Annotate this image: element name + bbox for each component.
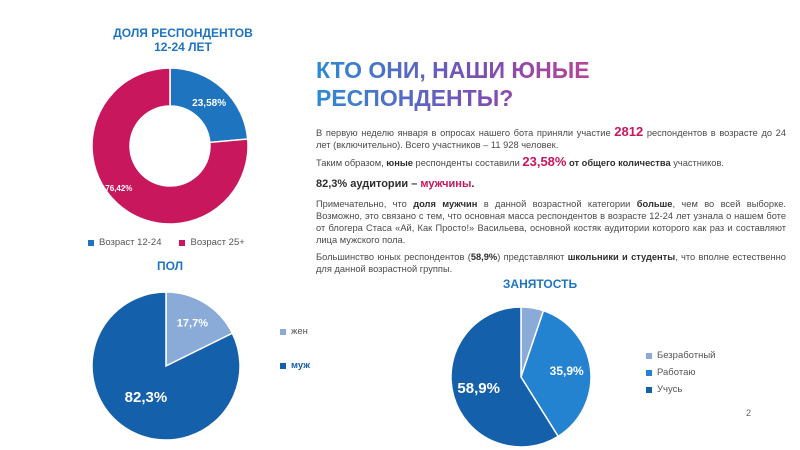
legend-label-female: жен [291,326,308,337]
donut-slice-1 [91,67,249,225]
p5-text-b: 58,9% [470,252,498,262]
donut-data-label-0: 23,58% [192,98,226,109]
p2-text-c: респонденты составили [412,158,523,168]
p2-text-b: юные [386,158,413,168]
legend-label-student: Учусь [657,384,683,395]
legend-swatch-female [280,328,286,335]
slide-title-line1: КТО ОНИ, НАШИ ЮНЫЕ [316,57,590,83]
gender-slice-1 [91,291,241,441]
paragraph-young-share: Таким образом, юные респонденты составил… [316,154,786,169]
paragraph-male-share: 82,3% аудитории – мужчины. [316,177,786,191]
paragraph-students: Большинство юных респондентов (58,9%) пр… [316,251,786,275]
legend-label-male: муж [291,360,311,371]
p4-text-b: доля мужчин [413,199,478,209]
p1-text-a: В первую неделю января в опросах нашего … [316,128,615,138]
p3-text-c: . [471,178,475,190]
p4-text-d: больше [636,199,673,209]
p2-text-d: от общего количества [566,158,671,168]
p3-text-a: 82,3% аудитории – [316,178,421,190]
donut-chart-title-line2: 12-24 ЛЕТ [154,40,212,54]
occupation-pie-chart: 5,2%35,9%58,9% [450,306,592,448]
gender-chart-title: ПОЛ [156,259,184,273]
donut-chart-title: ДОЛЯ РЕСПОНДЕНТОВ 12-24 ЛЕТ [108,26,258,54]
p4-text-c: в данной возрастной категории [477,199,637,209]
page-number: 2 [746,408,752,418]
p4-text-a: Примечательно, что [316,199,414,209]
p5-text-e: , что вполне естественно для данной возр… [316,252,786,274]
p2-percent: 23,58% [522,154,567,169]
donut-chart-title-line1: ДОЛЯ РЕСПОНДЕНТОВ [113,26,253,40]
gender-pie-chart: 17,7% 82,3% [91,291,241,441]
p5-text-a: Большинство юных респондентов ( [316,252,471,262]
gender-legend-item-female: жен [280,326,308,337]
occupation-data-label-2: 58,9% [457,380,500,397]
paragraph-participants: В первую неделю января в опросах нашего … [316,124,787,151]
legend-label-age-12-24: Возраст 12-24 [99,237,162,248]
age-share-donut-chart: 23,58% 76,42% [91,67,249,225]
legend-swatch-male [280,362,286,369]
paragraph-male-note: Примечательно, что доля мужчин в данной … [316,198,786,246]
p5-text-d: школьники и студенты [567,252,676,262]
p5-text-c: ) представляют [497,252,568,262]
legend-swatch-student [646,386,652,393]
p2-text-e: участников. [670,158,724,168]
occupation-legend-item-unemployed: Безработный [646,350,715,361]
gender-legend-item-male: муж [280,360,310,371]
p1-text-b: респондентов в возрасте до 24 лет (включ… [316,128,787,150]
occupation-legend-item-employed: Работаю [646,367,695,378]
slide-title: КТО ОНИ, НАШИ ЮНЫЕ РЕСПОНДЕНТЫ? [316,56,616,112]
p3-text-b: мужчины [420,178,472,190]
gender-data-label-0: 17,7% [177,317,208,329]
legend-swatch-employed [646,369,652,376]
gender-data-label-1: 82,3% [125,389,168,406]
donut-data-label-1: 76,42% [105,184,132,193]
occupation-legend-item-student: Учусь [646,384,682,395]
occupation-chart-title: ЗАНЯТОСТЬ [502,277,578,291]
legend-label-unemployed: Безработный [657,350,716,361]
occupation-slice-2 [450,306,560,448]
gender-slice-0 [165,291,234,368]
slide-title-line2: РЕСПОНДЕНТЫ? [316,85,514,111]
p1-number: 2812 [614,124,644,139]
legend-swatch-age-12-24 [88,239,94,246]
legend-label-age-25-plus: Возраст 25+ [190,237,245,248]
legend-label-employed: Работаю [657,367,696,378]
p4-text-e: , чем во всей выборке. Возможно, это свя… [316,199,786,245]
legend-swatch-unemployed [646,352,652,359]
donut-legend: Возраст 12-24 Возраст 25+ [88,237,245,248]
occupation-data-label-1: 35,9% [550,364,584,378]
legend-swatch-age-25-plus [179,239,186,246]
p2-text-a: Таким образом, [316,158,387,168]
